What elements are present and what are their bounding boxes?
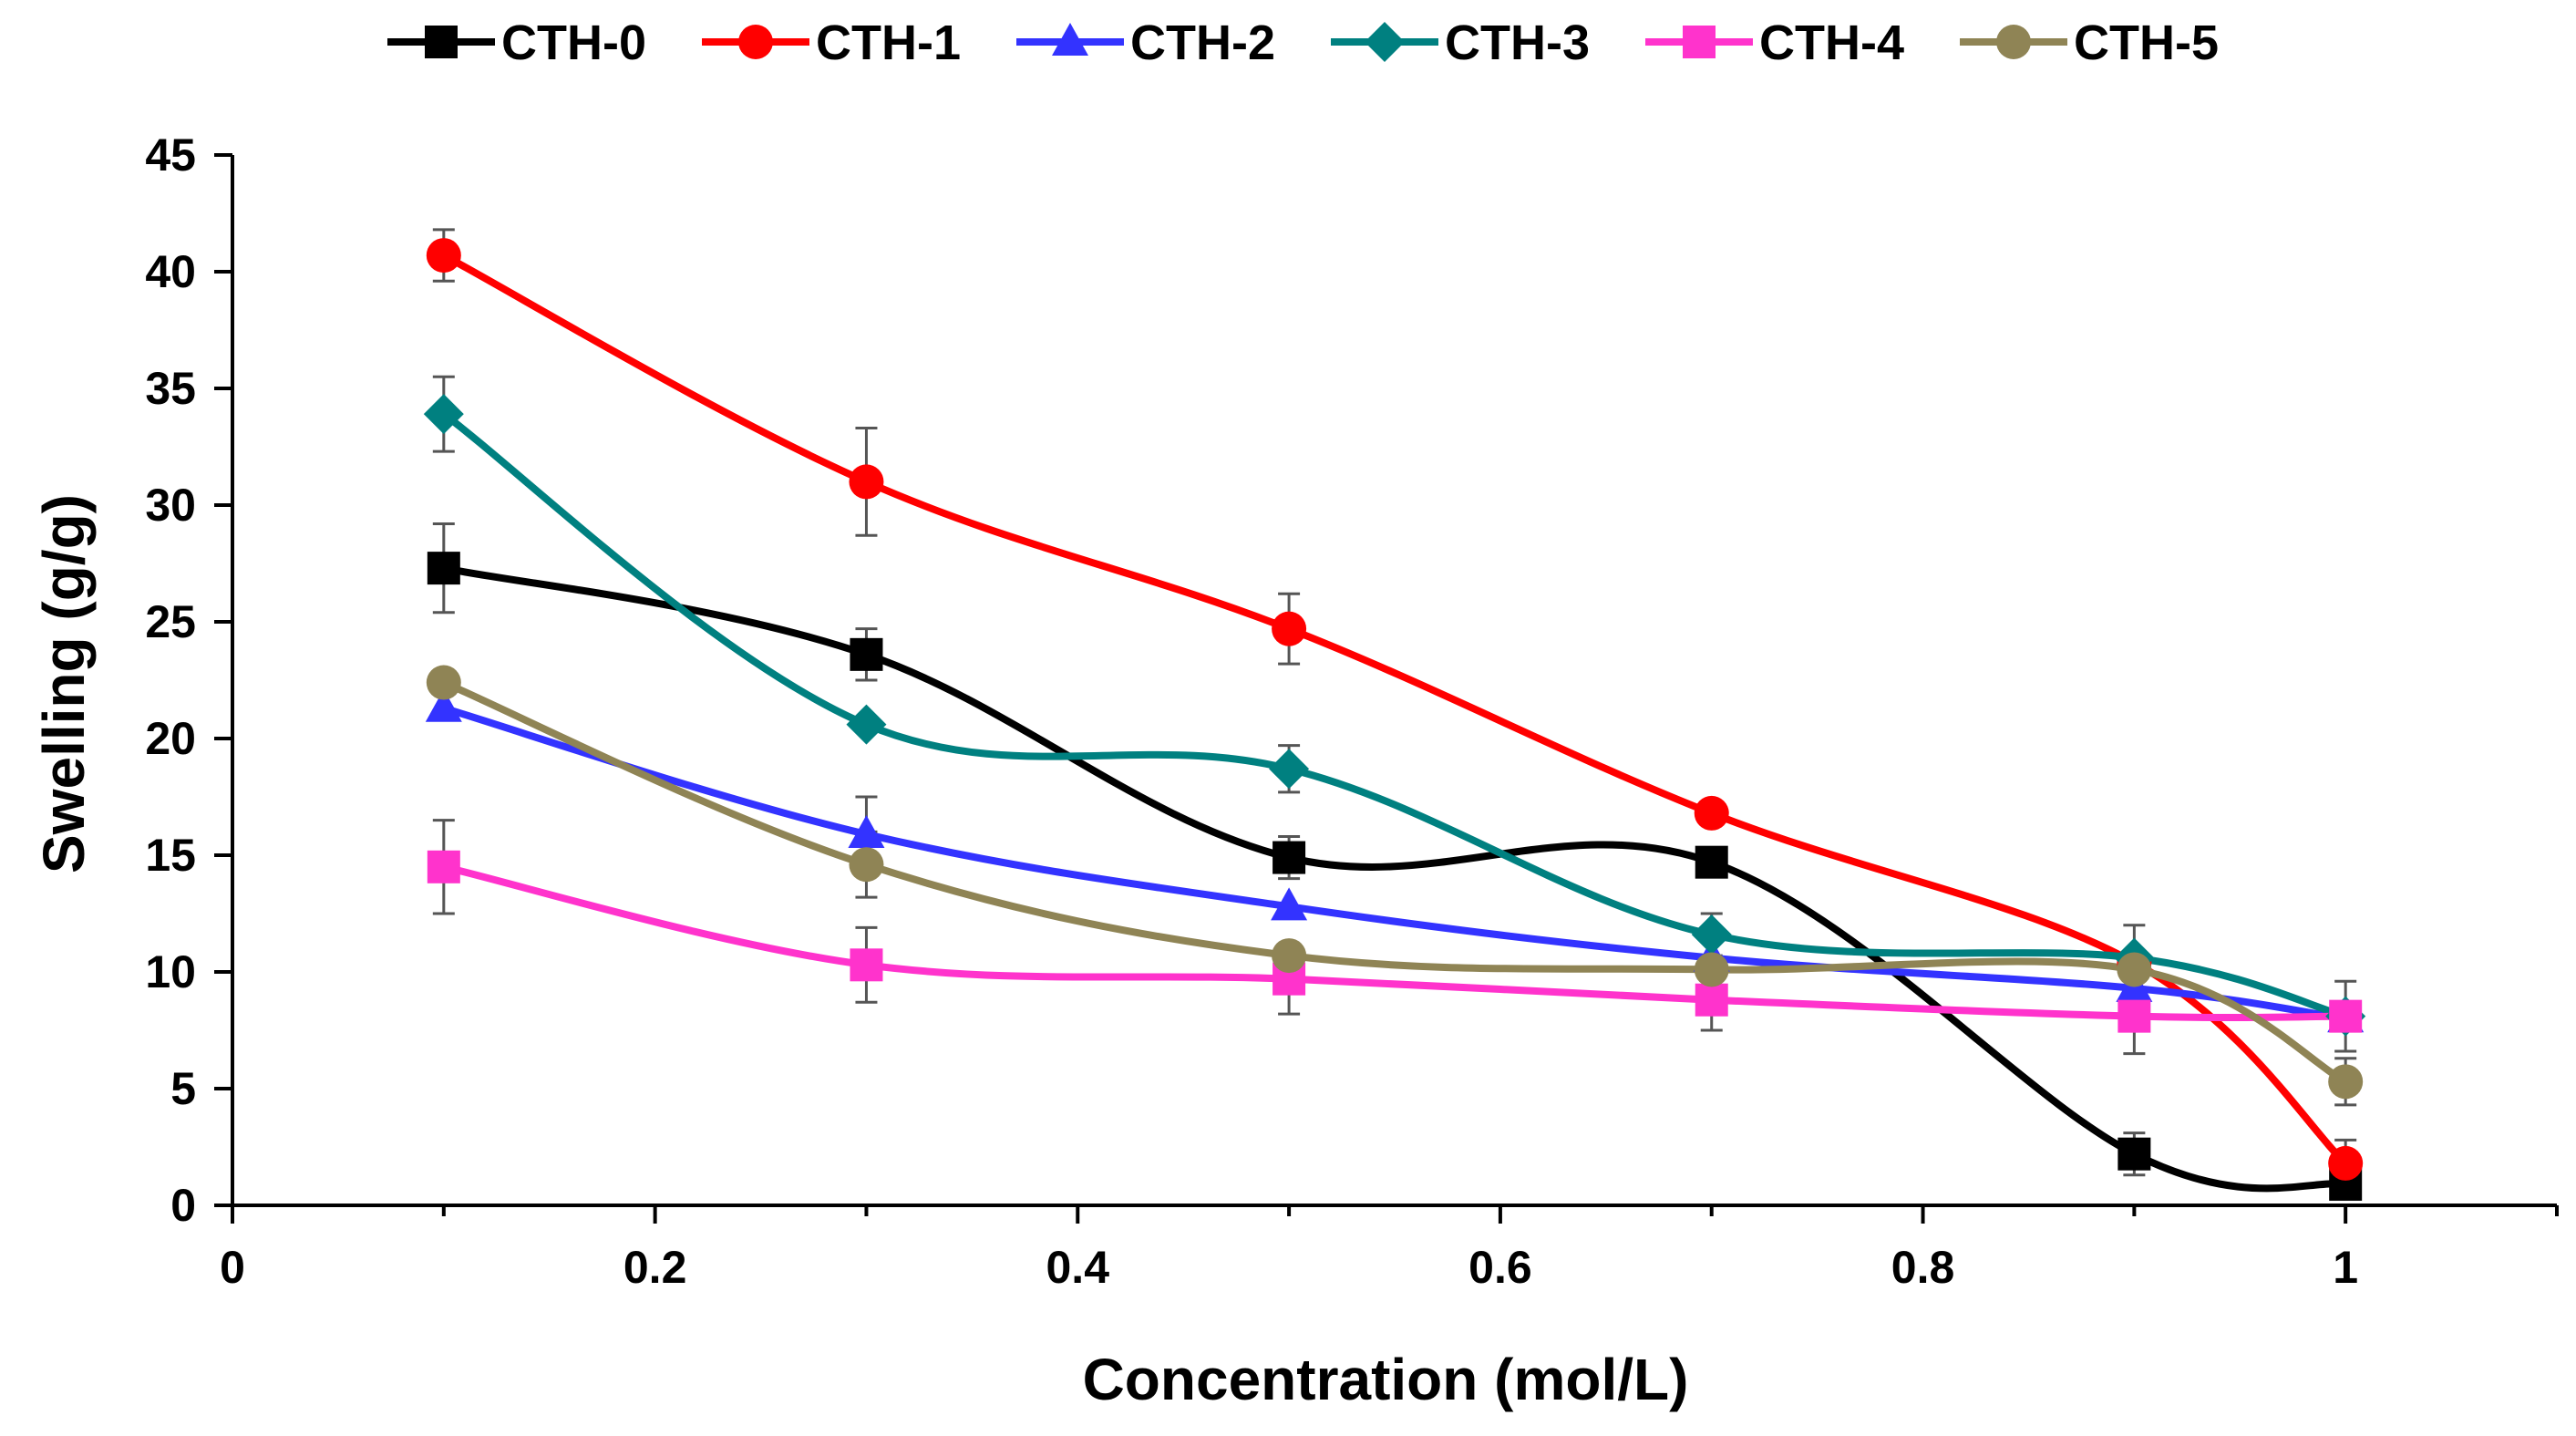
- data-point-cth-5: [849, 847, 884, 883]
- data-point-cth-5: [1272, 938, 1307, 974]
- legend-marker-cth-1: [738, 25, 773, 59]
- legend-label-cth-5: CTH-5: [2074, 15, 2219, 70]
- legend-item-cth-4: CTH-4: [1645, 15, 1904, 70]
- legend-item-cth-3: CTH-3: [1331, 15, 1590, 70]
- data-point-cth-3: [1691, 914, 1732, 956]
- data-point-cth-2: [848, 814, 885, 848]
- data-point-cth-4: [1695, 983, 1728, 1017]
- data-point-cth-1: [849, 464, 884, 500]
- legend-item-cth-0: CTH-0: [387, 15, 646, 70]
- x-tick-label: 1: [2333, 1242, 2358, 1293]
- legend-marker-cth-0: [425, 26, 458, 58]
- x-tick-label: 0.4: [1046, 1242, 1110, 1293]
- data-point-cth-4: [850, 948, 883, 982]
- data-point-cth-4: [427, 850, 460, 883]
- legend-marker-cth-3: [1365, 22, 1405, 62]
- data-point-cth-0: [427, 552, 460, 585]
- data-point-cth-1: [2328, 1145, 2364, 1181]
- y-tick-label: 30: [145, 480, 196, 531]
- y-tick-label: 20: [145, 713, 196, 764]
- data-point-cth-0: [850, 637, 883, 671]
- y-tick-label: 35: [145, 363, 196, 414]
- y-ticks: 0 5 10 15 20 25 30 35 40 45: [145, 129, 232, 1231]
- data-point-cth-1: [1272, 611, 1307, 646]
- legend-label-cth-4: CTH-4: [1759, 15, 1904, 70]
- data-point-cth-5: [426, 665, 461, 700]
- series-line-cth-1: [439, 252, 2350, 1167]
- data-point-cth-2: [425, 688, 462, 722]
- legend-label-cth-3: CTH-3: [1445, 15, 1590, 70]
- data-point-cth-5: [2328, 1064, 2364, 1100]
- series-line-cth-0: [439, 564, 2350, 1193]
- y-tick-label: 15: [145, 830, 196, 881]
- y-axis-title: Swelling (g/g): [31, 494, 97, 873]
- legend-label-cth-1: CTH-1: [816, 15, 961, 70]
- data-point-cth-3: [423, 394, 464, 435]
- data-point-cth-3: [846, 704, 887, 745]
- legend: CTH-0 CTH-1 CTH-2 CTH-3 CTH-4 CTH-5: [387, 15, 2219, 70]
- legend-label-cth-2: CTH-2: [1130, 15, 1275, 70]
- data-point-cth-0: [1273, 841, 1306, 874]
- data-point-cth-4: [2117, 999, 2151, 1033]
- series-line-cth-5: [439, 678, 2350, 1086]
- series-line-cth-4: [439, 863, 2350, 1022]
- legend-marker-cth-4: [1683, 26, 1716, 58]
- y-tick-label: 40: [145, 246, 196, 297]
- data-point-cth-1: [1694, 795, 1729, 831]
- data-point-cth-0: [1695, 845, 1728, 879]
- legend-item-cth-5: CTH-5: [1960, 15, 2219, 70]
- series-lines: [439, 252, 2350, 1193]
- data-point-cth-0: [2117, 1137, 2151, 1171]
- x-axis-title: Concentration (mol/L): [1083, 1347, 1689, 1412]
- data-point-cth-5: [2117, 952, 2152, 987]
- y-tick-label: 0: [170, 1180, 196, 1231]
- data-point-cth-4: [2329, 999, 2363, 1033]
- data-point-cth-1: [426, 238, 461, 274]
- legend-item-cth-2: CTH-2: [1016, 15, 1275, 70]
- x-tick-label: 0: [220, 1242, 245, 1293]
- data-point-cth-5: [1694, 952, 1729, 987]
- error-bars: [432, 228, 2357, 1200]
- x-tick-label: 0.2: [623, 1242, 687, 1293]
- y-tick-label: 25: [145, 596, 196, 647]
- data-point-cth-3: [1269, 749, 1310, 790]
- data-point-cth-2: [1271, 887, 1308, 921]
- x-tick-label: 0.8: [1891, 1242, 1955, 1293]
- y-tick-label: 10: [145, 946, 196, 997]
- y-tick-label: 5: [170, 1063, 196, 1114]
- legend-marker-cth-5: [1996, 25, 2031, 59]
- y-tick-label: 45: [145, 129, 196, 181]
- x-ticks: 0 0.2 0.4 0.6 0.8 1: [220, 1205, 2559, 1293]
- x-tick-label: 0.6: [1468, 1242, 1532, 1293]
- legend-marker-cth-2: [1052, 23, 1088, 56]
- legend-item-cth-1: CTH-1: [702, 15, 961, 70]
- legend-label-cth-0: CTH-0: [501, 15, 646, 70]
- markers: [423, 238, 2366, 1201]
- axes: [231, 155, 2557, 1207]
